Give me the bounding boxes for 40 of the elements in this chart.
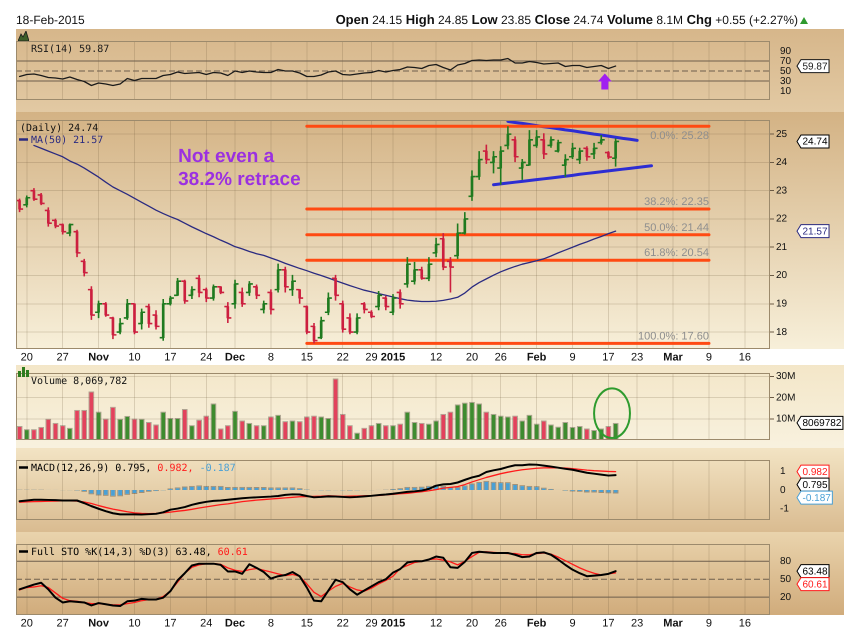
y-tick-label: 0 [780,484,786,496]
x-tick-label: Dec [224,618,246,630]
text: -0.187 [802,492,832,504]
x-tick-label: 20 [466,618,478,630]
y-tick-label: -1 [780,504,790,514]
x-tick-label: 15 [300,618,313,630]
text: 60.61 [802,579,828,590]
x-tick-label: 12 [430,618,442,630]
y-tick-label: 50 [780,574,792,585]
series-label: Volume 8,069,782 [31,376,128,387]
y-tick-label: 30M [776,371,796,382]
x-tick-label: Feb [526,618,547,630]
x-tick-label: Nov [88,618,110,630]
x-tick-label: 24 [200,618,212,630]
x-tick-label: 9 [706,618,712,630]
text: 0.982 [802,466,828,478]
y-tick-label: 20M [776,392,796,404]
x-tick-label: 22 [336,618,349,630]
y-tick-label: 10M [776,414,796,425]
y-tick-label: 1 [780,466,786,477]
y-tick-label: 80 [780,556,792,568]
legend-title: MACD(12,26,9) 0.795, 0.982, -0.187 [31,463,236,474]
x-tick-label: 23 [631,618,644,630]
x-tick-label: 8 [268,618,274,630]
x-tick-label: 26 [494,618,507,630]
x-tick-label: 2015 [380,618,406,630]
x-tick-label: 20 [20,618,33,630]
x-tick-label: 17 [602,618,615,630]
x-tick-label: 27 [56,618,69,630]
x-tick-label: 16 [738,618,751,630]
x-tick-label: 9 [569,618,576,630]
text: 63.48 [802,566,828,578]
text: 0.795 [802,480,828,491]
x-tick-label: 17 [164,618,177,630]
legend-title: Full STO %K(14,3) %D(3) 63.48, 60.61 [31,547,248,558]
x-tick-label: Mar [663,618,684,630]
x-tick-label: 10 [128,618,141,630]
y-tick-label: 20 [780,592,792,603]
text: 8069782 [802,418,842,430]
x-tick-label: 29 [365,618,378,630]
